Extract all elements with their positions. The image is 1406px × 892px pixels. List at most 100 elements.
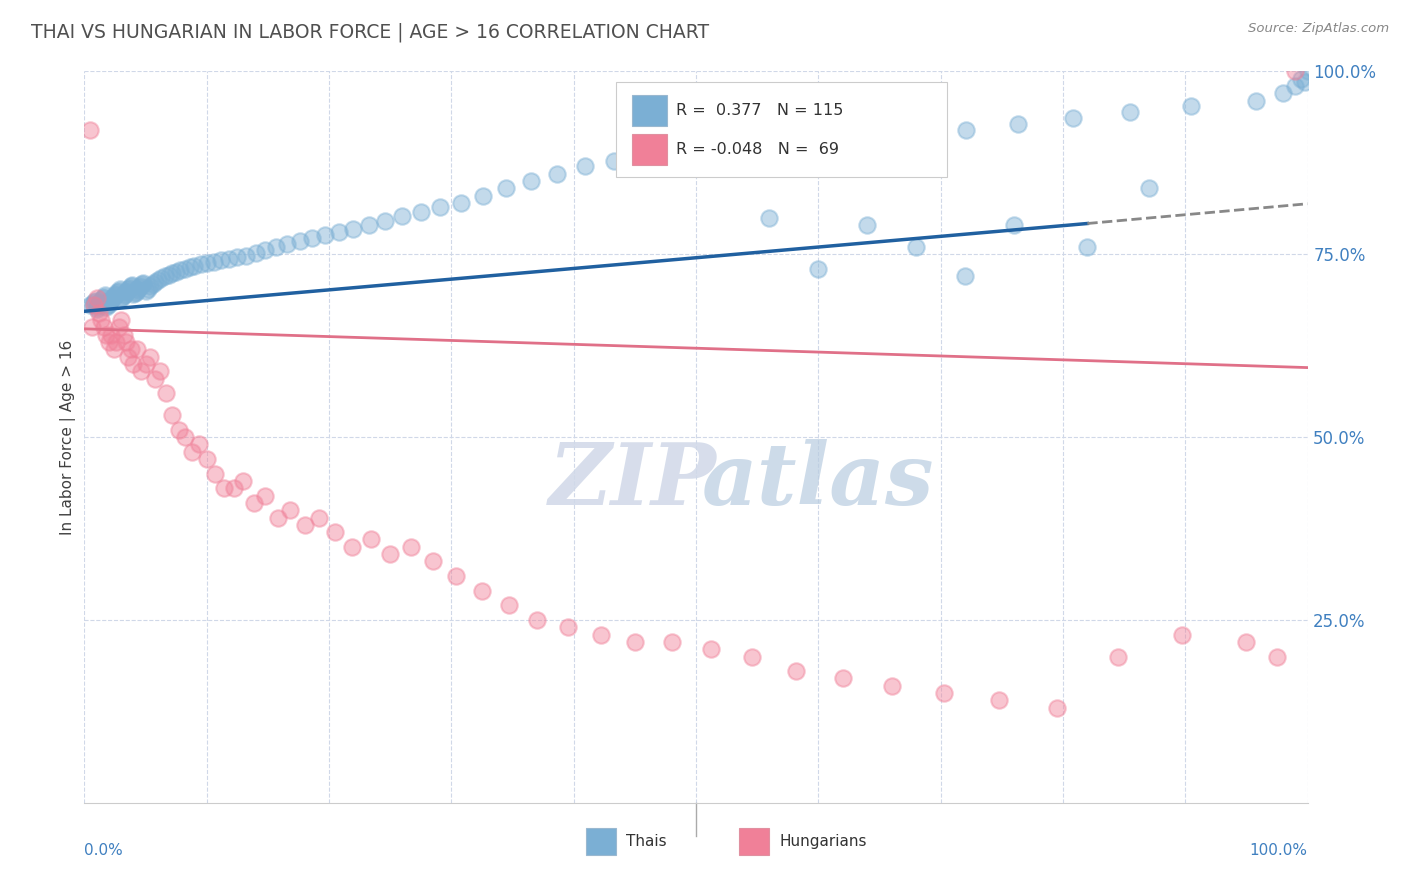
Point	[204, 467, 226, 481]
Point	[254, 243, 277, 257]
Point	[1076, 240, 1098, 254]
FancyBboxPatch shape	[616, 82, 946, 178]
Point	[700, 144, 723, 158]
Point	[1284, 64, 1306, 78]
Point	[105, 285, 128, 300]
Point	[142, 277, 165, 292]
Point	[150, 270, 173, 285]
Point	[86, 301, 108, 317]
Point	[520, 174, 543, 188]
Point	[120, 343, 142, 357]
Text: R = -0.048   N =  69: R = -0.048 N = 69	[676, 142, 839, 157]
Point	[79, 123, 101, 137]
Point	[167, 423, 190, 437]
Point	[117, 282, 139, 296]
Point	[195, 256, 218, 270]
Point	[666, 146, 689, 161]
Point	[1236, 635, 1258, 649]
Point	[276, 237, 298, 252]
Point	[162, 408, 184, 422]
Point	[1294, 75, 1316, 89]
Point	[1284, 78, 1306, 93]
Point	[103, 290, 125, 304]
Point	[125, 283, 148, 297]
Point	[128, 280, 150, 294]
Point	[112, 327, 135, 342]
Point	[314, 228, 336, 243]
Point	[243, 496, 266, 510]
Point	[115, 285, 138, 300]
Point	[122, 357, 145, 371]
Point	[118, 281, 141, 295]
Point	[89, 294, 111, 309]
Point	[179, 260, 201, 275]
Point	[1137, 181, 1160, 195]
Point	[97, 298, 120, 312]
Point	[165, 265, 187, 279]
Point	[905, 127, 928, 141]
Point	[1119, 105, 1142, 120]
Point	[222, 481, 245, 495]
Point	[323, 525, 346, 540]
Point	[472, 188, 495, 202]
Point	[661, 635, 683, 649]
Point	[155, 386, 177, 401]
Point	[107, 320, 129, 334]
Point	[817, 134, 839, 148]
Point	[125, 343, 148, 357]
Point	[87, 297, 110, 311]
FancyBboxPatch shape	[586, 828, 616, 855]
Point	[98, 293, 121, 308]
Point	[776, 137, 799, 152]
Point	[86, 291, 108, 305]
FancyBboxPatch shape	[633, 135, 666, 165]
Point	[1007, 117, 1029, 131]
Point	[125, 285, 148, 299]
Point	[359, 218, 381, 232]
Point	[96, 300, 118, 314]
Point	[129, 278, 152, 293]
Point	[157, 268, 180, 282]
Text: R =  0.377   N = 115: R = 0.377 N = 115	[676, 103, 844, 119]
Point	[1107, 649, 1129, 664]
Point	[266, 510, 288, 524]
Point	[94, 288, 117, 302]
Point	[83, 298, 105, 312]
Point	[308, 510, 330, 524]
Point	[498, 599, 520, 613]
Point	[79, 298, 101, 312]
Point	[202, 254, 225, 268]
Point	[112, 288, 135, 302]
Point	[120, 279, 142, 293]
Point	[86, 300, 108, 314]
Point	[101, 291, 124, 305]
Y-axis label: In Labor Force | Age > 16: In Labor Force | Age > 16	[60, 340, 76, 534]
Point	[93, 320, 115, 334]
Point	[1291, 71, 1313, 86]
Point	[127, 282, 149, 296]
Point	[105, 286, 128, 301]
Point	[374, 213, 396, 227]
FancyBboxPatch shape	[633, 95, 666, 126]
Point	[471, 583, 494, 598]
Point	[181, 444, 204, 458]
Point	[741, 649, 763, 664]
Point	[107, 284, 129, 298]
Point	[212, 481, 235, 495]
Point	[905, 240, 928, 254]
Point	[429, 201, 451, 215]
Point	[1272, 87, 1295, 101]
Point	[110, 291, 132, 305]
FancyBboxPatch shape	[738, 828, 769, 855]
Point	[288, 234, 311, 248]
Point	[1170, 627, 1192, 641]
Point	[117, 350, 139, 364]
Point	[574, 160, 596, 174]
Point	[226, 250, 249, 264]
Text: Thais: Thais	[626, 834, 666, 849]
Point	[495, 181, 517, 195]
Point	[135, 357, 157, 371]
Text: atlas: atlas	[702, 439, 935, 523]
Point	[232, 474, 254, 488]
Point	[266, 240, 288, 254]
